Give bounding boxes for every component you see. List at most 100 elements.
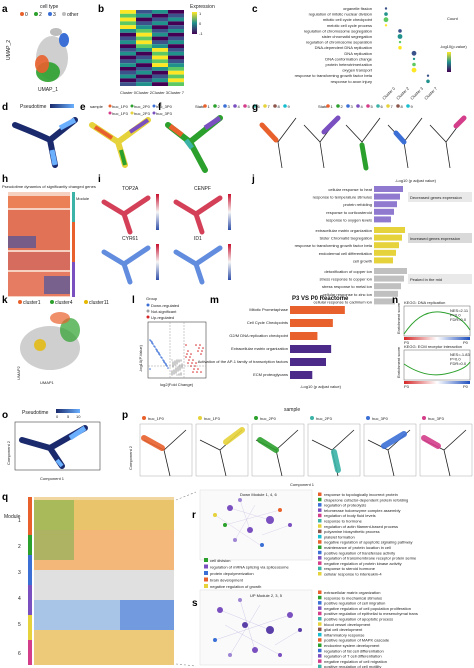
sample-label: huc_2P0 bbox=[260, 416, 277, 421]
heatmap-cell bbox=[136, 55, 152, 60]
state-label: 4 bbox=[361, 104, 364, 109]
heatmap-cell bbox=[120, 70, 136, 75]
term-label: positive regulation of cell migration bbox=[324, 601, 385, 606]
volcano-point bbox=[157, 351, 159, 353]
group-box bbox=[408, 192, 472, 202]
gsea-title: KEGG: DNA replication bbox=[404, 300, 445, 305]
feature-trajectory bbox=[101, 195, 151, 235]
panel-a-legend: 0 2 3 other bbox=[20, 12, 79, 18]
go-dot bbox=[384, 24, 388, 27]
panel-r-network-title: Down Module 1, 4, 6 bbox=[240, 492, 277, 497]
term-label: negative regulation of apoptotic signali… bbox=[324, 540, 413, 545]
cluster-label: Cluster 7 bbox=[423, 85, 438, 100]
heatmap-cell bbox=[120, 48, 136, 52]
term-swatch bbox=[318, 638, 322, 642]
term-swatch bbox=[318, 529, 322, 534]
heatmap-cell bbox=[168, 17, 184, 22]
volcano-point bbox=[179, 364, 181, 366]
term-label: regulation of T cell differentiation bbox=[324, 654, 382, 659]
feature-colorbar bbox=[156, 244, 159, 280]
volcano-point bbox=[165, 363, 167, 365]
term-label: response to corticosteroid bbox=[326, 210, 372, 215]
panel-b-tick-0: 0 bbox=[199, 21, 202, 26]
volcano-point bbox=[196, 371, 198, 373]
panel-g-states: 1 2 3 4 5 6 7 8 9 bbox=[326, 104, 414, 109]
term-label: cell growth bbox=[353, 258, 372, 263]
state-label: 3 bbox=[228, 104, 231, 109]
state-dot bbox=[263, 104, 267, 108]
svg-text:huc_3P0: huc_3P0 bbox=[156, 104, 173, 109]
panel-a-ylabel: UMAP_2 bbox=[6, 40, 12, 60]
panel-b-xlabels: Cluster 0 Cluster 2 Cluster 3 Cluster 7 bbox=[120, 90, 185, 95]
heatmap-cell bbox=[136, 78, 152, 83]
panel-n-label: n bbox=[392, 295, 398, 306]
state-label: 9 bbox=[288, 104, 291, 109]
gsea-stat: P=0.0 bbox=[450, 357, 461, 362]
term-swatch bbox=[318, 611, 322, 616]
volcano-point bbox=[178, 360, 180, 362]
term-swatch bbox=[318, 545, 322, 549]
legend-swatch bbox=[204, 577, 208, 582]
panel-f-legend: State bbox=[195, 104, 205, 109]
reactome-label: ECM proteoglycans bbox=[253, 372, 288, 377]
svg-text:Up-regulated: Up-regulated bbox=[151, 315, 174, 320]
heatmap-cell bbox=[152, 67, 168, 71]
sample-dot bbox=[422, 416, 426, 420]
cluster-label: Cluster 2 bbox=[395, 85, 410, 100]
group-label: Increased genes expression bbox=[410, 236, 460, 241]
legend-label: protein depolymerization bbox=[210, 571, 254, 576]
facet-frame bbox=[419, 423, 473, 477]
sample-dot bbox=[310, 416, 314, 420]
panel-f-label: f bbox=[158, 102, 162, 113]
volcano-point bbox=[192, 371, 194, 373]
term-swatch bbox=[318, 534, 322, 539]
heatmap-cell bbox=[120, 36, 136, 41]
state-label: 2 bbox=[218, 104, 221, 109]
panel-d-trajectory bbox=[12, 117, 78, 168]
panel-l-legend: Group Down-regulated Not-significant Up-… bbox=[146, 296, 179, 320]
volcano-point bbox=[175, 368, 177, 370]
heatmap-cell bbox=[168, 10, 184, 14]
term-label: response to temperature stimulus bbox=[313, 195, 372, 200]
svg-text:2: 2 bbox=[18, 544, 21, 550]
volcano-point bbox=[175, 370, 177, 372]
panel-q-module: Module bbox=[4, 514, 21, 520]
sample-segment bbox=[421, 435, 441, 449]
volcano-point bbox=[176, 362, 178, 364]
heatmap-cell bbox=[136, 59, 152, 64]
panel-m-xlabel: -Log10 (p adjust value) bbox=[300, 384, 342, 389]
term-label: extracellular matrix organization bbox=[324, 590, 380, 595]
panel-a-xlabel: UMAP_1 bbox=[38, 87, 58, 93]
svg-text:huc_2P3: huc_2P3 bbox=[134, 111, 151, 116]
feature-colorbar bbox=[228, 194, 231, 230]
heatmap-cell bbox=[136, 63, 152, 67]
panel-r-label: r bbox=[192, 510, 196, 521]
panel-l-label: l bbox=[132, 295, 135, 306]
panel-j-bars: cellular response to heat response to tem… bbox=[295, 186, 472, 305]
term-label: platelet formation bbox=[324, 534, 355, 539]
group-box bbox=[408, 274, 472, 284]
volcano-point bbox=[194, 365, 196, 367]
volcano-point bbox=[192, 359, 194, 361]
svg-text:huc_2P0: huc_2P0 bbox=[134, 104, 151, 109]
term-label: response to transforming growth factor b… bbox=[295, 243, 373, 248]
panel-m-bars: Mitotic Prometaphase Cell Cycle Checkpoin… bbox=[198, 306, 345, 379]
heatmap-cell bbox=[152, 55, 168, 60]
panel-c-legend-p: -log10(p.value) bbox=[440, 44, 467, 49]
state-label: 7 bbox=[268, 104, 271, 109]
go-dot bbox=[412, 57, 416, 61]
reactome-bar bbox=[290, 371, 313, 379]
volcano-point bbox=[178, 374, 180, 376]
panel-e-trajectory bbox=[89, 117, 151, 168]
panel-b-colorbar bbox=[192, 12, 197, 34]
volcano-point bbox=[175, 371, 177, 373]
heatmap-cell bbox=[120, 29, 136, 33]
term-label: regulation of actin filament-based proce… bbox=[324, 524, 398, 529]
state-dot bbox=[203, 104, 207, 108]
volcano-point bbox=[159, 354, 161, 356]
facet-frame bbox=[307, 423, 361, 477]
volcano-point bbox=[178, 359, 180, 361]
panel-p-ylabel: Component 2 bbox=[128, 445, 133, 470]
panel-f-states: 1 2 3 4 5 6 7 8 9 bbox=[203, 104, 291, 109]
